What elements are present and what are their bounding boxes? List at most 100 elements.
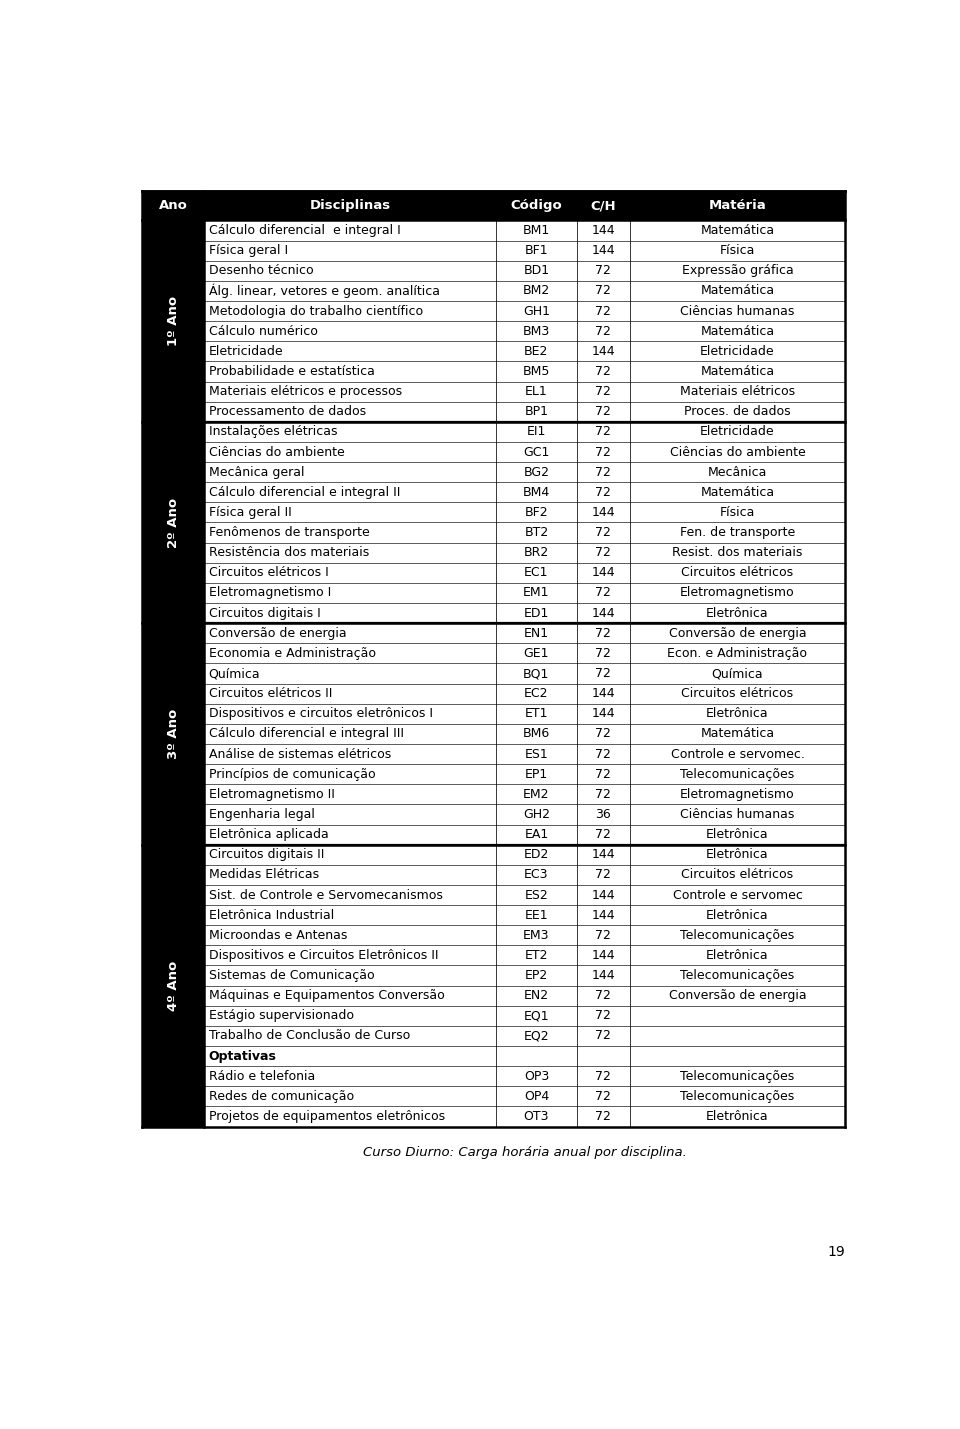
Text: 144: 144	[591, 909, 615, 922]
Text: 144: 144	[591, 506, 615, 519]
Text: 144: 144	[591, 344, 615, 357]
Text: BR2: BR2	[524, 546, 549, 559]
Text: Circuitos digitais I: Circuitos digitais I	[208, 606, 321, 620]
Text: Telecomunicações: Telecomunicações	[681, 1070, 795, 1083]
Bar	[204, 302, 846, 322]
Text: Eletrônica: Eletrônica	[707, 1110, 769, 1123]
Text: Eletromagnetismo: Eletromagnetismo	[681, 787, 795, 800]
Text: Mecânica geral: Mecânica geral	[208, 466, 304, 479]
Text: ED1: ED1	[524, 606, 549, 620]
Text: Engenharia legal: Engenharia legal	[208, 807, 315, 820]
Text: EN2: EN2	[524, 989, 549, 1002]
Text: Eletricidade: Eletricidade	[208, 344, 283, 357]
Text: Telecomunicações: Telecomunicações	[681, 929, 795, 942]
Bar	[204, 382, 846, 402]
Text: 144: 144	[591, 566, 615, 579]
Bar	[142, 623, 204, 845]
Text: 72: 72	[595, 747, 612, 760]
Text: Química: Química	[208, 667, 260, 680]
Text: 72: 72	[595, 304, 612, 317]
Text: 72: 72	[595, 827, 612, 842]
Text: 144: 144	[591, 687, 615, 700]
Bar	[204, 1006, 846, 1026]
Text: Eletricidade: Eletricidade	[700, 426, 775, 439]
Bar	[204, 282, 846, 302]
Text: 72: 72	[595, 546, 612, 559]
Text: EC1: EC1	[524, 566, 549, 579]
Bar	[204, 1046, 846, 1066]
Bar	[204, 583, 846, 603]
Text: Rádio e telefonia: Rádio e telefonia	[208, 1070, 315, 1083]
Text: Expressão gráfica: Expressão gráfica	[682, 264, 793, 277]
Text: Estágio supervisionado: Estágio supervisionado	[208, 1009, 353, 1022]
Text: 72: 72	[595, 426, 612, 439]
Text: 72: 72	[595, 1009, 612, 1022]
Text: BM4: BM4	[523, 486, 550, 499]
Text: 72: 72	[595, 466, 612, 479]
Bar	[204, 623, 846, 643]
Text: ET1: ET1	[525, 707, 548, 720]
Text: Telecomunicações: Telecomunicações	[681, 969, 795, 982]
Text: EA1: EA1	[524, 827, 548, 842]
Text: BQ1: BQ1	[523, 667, 549, 680]
Text: 144: 144	[591, 244, 615, 257]
Text: C/H: C/H	[590, 200, 616, 213]
Text: EL1: EL1	[525, 384, 548, 399]
Text: 72: 72	[595, 364, 612, 377]
Text: 144: 144	[591, 606, 615, 620]
Text: 72: 72	[595, 384, 612, 399]
Text: EE1: EE1	[524, 909, 548, 922]
Text: BM6: BM6	[523, 727, 550, 740]
Text: Circuitos elétricos I: Circuitos elétricos I	[208, 566, 328, 579]
Bar	[204, 845, 846, 865]
Text: Química: Química	[711, 667, 763, 680]
Text: Dispositivos e Circuitos Eletrônicos II: Dispositivos e Circuitos Eletrônicos II	[208, 949, 438, 962]
Text: GC1: GC1	[523, 446, 549, 459]
Text: Eletrônica: Eletrônica	[707, 849, 769, 862]
Bar	[204, 260, 846, 282]
Text: 72: 72	[595, 1029, 612, 1042]
Text: 144: 144	[591, 849, 615, 862]
Text: Sist. de Controle e Servomecanismos: Sist. de Controle e Servomecanismos	[208, 889, 443, 902]
Bar	[204, 986, 846, 1006]
Text: 144: 144	[591, 707, 615, 720]
Text: Medidas Elétricas: Medidas Elétricas	[208, 869, 319, 882]
Text: EP1: EP1	[525, 767, 548, 780]
Text: Controle e servomec: Controle e servomec	[673, 889, 803, 902]
Bar	[204, 220, 846, 240]
Text: OP3: OP3	[524, 1070, 549, 1083]
Text: Ciências do ambiente: Ciências do ambiente	[670, 446, 805, 459]
Text: EC2: EC2	[524, 687, 549, 700]
Text: Sistemas de Comunicação: Sistemas de Comunicação	[208, 969, 374, 982]
Text: Eletrônica: Eletrônica	[707, 606, 769, 620]
Bar	[204, 1106, 846, 1126]
Text: Eletricidade: Eletricidade	[700, 344, 775, 357]
Text: BM3: BM3	[523, 324, 550, 337]
Text: BF2: BF2	[524, 506, 548, 519]
Text: 72: 72	[595, 406, 612, 419]
Text: Fenômenos de transporte: Fenômenos de transporte	[208, 526, 370, 539]
Text: ED2: ED2	[524, 849, 549, 862]
Text: ES2: ES2	[524, 889, 548, 902]
Text: Matemática: Matemática	[701, 486, 775, 499]
Text: Conversão de energia: Conversão de energia	[669, 627, 806, 640]
Text: Disciplinas: Disciplinas	[309, 200, 391, 213]
Text: Probabilidade e estatística: Probabilidade e estatística	[208, 364, 374, 377]
Text: BM1: BM1	[523, 224, 550, 237]
Text: 72: 72	[595, 627, 612, 640]
Text: EQ2: EQ2	[523, 1029, 549, 1042]
Text: EM3: EM3	[523, 929, 550, 942]
Bar	[204, 745, 846, 765]
Text: Eletrônica Industrial: Eletrônica Industrial	[208, 909, 334, 922]
Text: GH1: GH1	[523, 304, 550, 317]
Text: Proces. de dados: Proces. de dados	[684, 406, 791, 419]
Text: BT2: BT2	[524, 526, 548, 539]
Text: Eletrônica aplicada: Eletrônica aplicada	[208, 827, 328, 842]
Text: Princípios de comunicação: Princípios de comunicação	[208, 767, 375, 780]
Bar	[142, 845, 204, 1126]
Text: Matemática: Matemática	[701, 324, 775, 337]
Text: EM1: EM1	[523, 586, 550, 599]
Text: Processamento de dados: Processamento de dados	[208, 406, 366, 419]
Bar	[204, 1026, 846, 1046]
Bar	[204, 663, 846, 683]
